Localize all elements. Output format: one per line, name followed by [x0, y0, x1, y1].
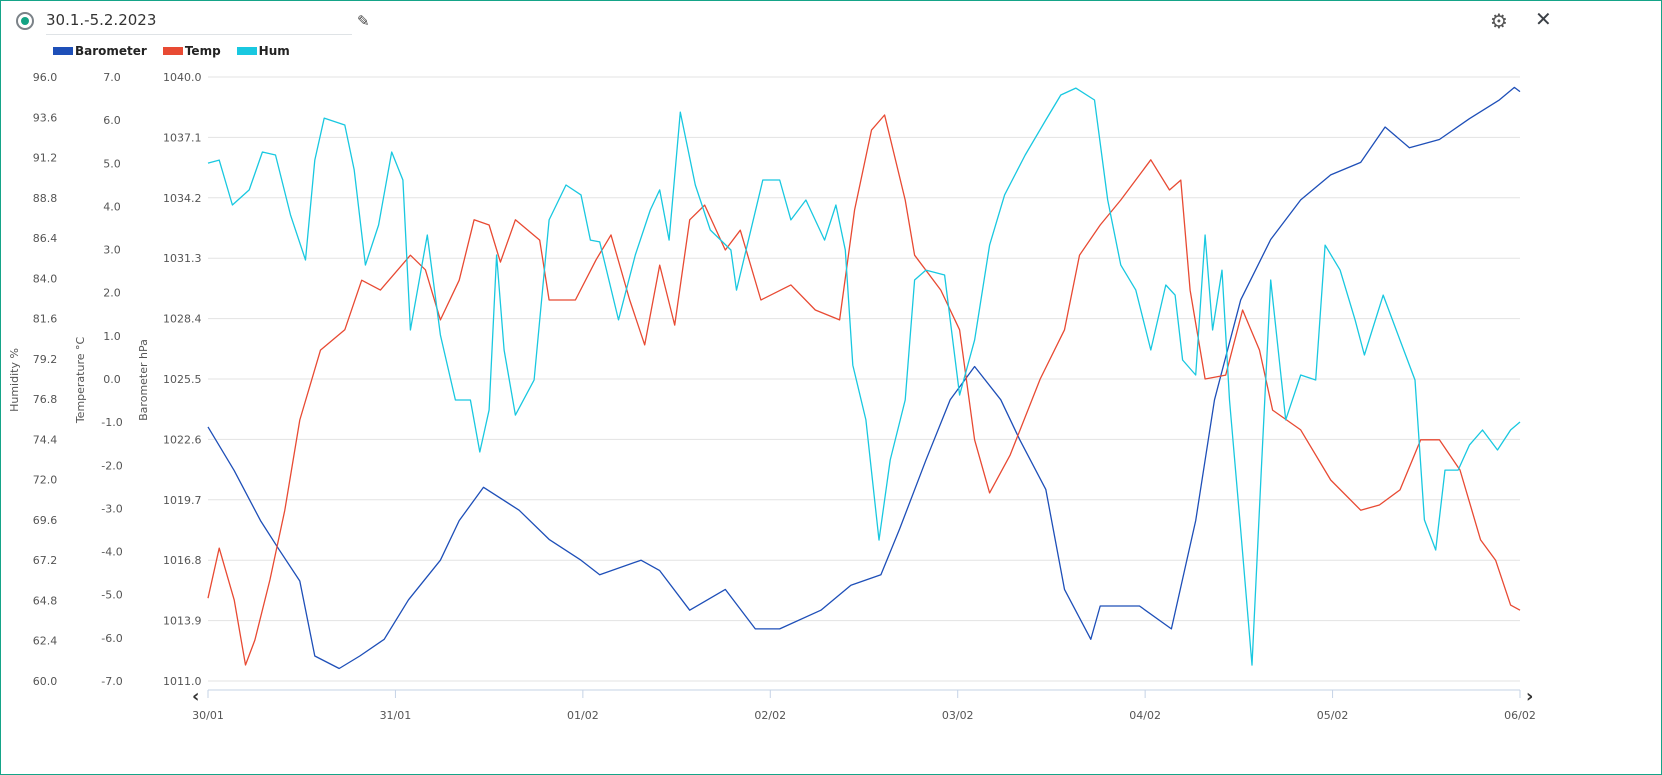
temp-tick-label: 4.0 [103, 200, 121, 213]
x-tick-label: 05/02 [1317, 709, 1349, 722]
baro-tick-label: 1022.6 [163, 433, 202, 446]
chart-title[interactable]: 30.1.-5.2.2023 [46, 11, 157, 29]
legend-label: Barometer [75, 44, 147, 58]
temp-tick-label: 0.0 [103, 373, 121, 386]
series-line-hum [207, 87, 1521, 666]
temp-tick-label: 5.0 [103, 157, 121, 170]
x-tick-label: 02/02 [754, 709, 786, 722]
baro-tick-label: 1011.0 [163, 675, 202, 688]
baro-tick-label: 1013.9 [163, 615, 202, 628]
baro-tick-label: 1040.0 [163, 71, 202, 84]
hum-tick-label: 79.2 [33, 353, 58, 366]
temp-tick-label: 3.0 [103, 244, 121, 257]
hum-tick-label: 64.8 [33, 594, 58, 607]
hum-tick-label: 96.0 [33, 71, 58, 84]
hum-tick-label: 84.0 [33, 272, 58, 285]
scroll-right-button[interactable]: › [1526, 686, 1533, 707]
scroll-left-button[interactable]: ‹ [192, 686, 199, 707]
legend-item-temp[interactable]: Temp [162, 44, 221, 58]
baro-tick-label: 1025.5 [163, 373, 202, 386]
temp-tick-label: 1.0 [103, 330, 121, 343]
baro-tick-label: 1031.3 [163, 252, 202, 265]
baro-tick-label: 1037.1 [163, 131, 202, 144]
hum-tick-label: 60.0 [33, 675, 58, 688]
temp-tick-label: 6.0 [103, 114, 121, 127]
temp-tick-label: -3.0 [101, 502, 122, 515]
temp-tick-label: 7.0 [103, 71, 121, 84]
temp-tick-label: -4.0 [101, 546, 122, 559]
baro-tick-label: 1034.2 [163, 192, 202, 205]
temp-tick-label: -1.0 [101, 416, 122, 429]
hum-tick-label: 91.2 [33, 152, 58, 165]
hum-axis-title: Humidity % [8, 348, 21, 412]
hum-tick-label: 81.6 [33, 313, 58, 326]
hum-tick-label: 62.4 [33, 635, 58, 648]
hum-tick-label: 93.6 [33, 111, 58, 124]
temp-axis-title: Temperature °C [74, 337, 87, 425]
gear-icon[interactable]: ⚙ [1490, 9, 1508, 33]
baro-tick-label: 1028.4 [163, 313, 202, 326]
series-line-barometer [207, 86, 1521, 670]
hum-tick-label: 88.8 [33, 192, 58, 205]
hum-tick-label: 67.2 [33, 554, 58, 567]
temp-tick-label: -2.0 [101, 459, 122, 472]
x-tick-label: 01/02 [567, 709, 599, 722]
legend-item-barometer[interactable]: Barometer [53, 44, 147, 58]
baro-tick-label: 1016.8 [163, 554, 202, 567]
pencil-icon[interactable]: ✎ [357, 12, 370, 30]
legend-swatch [53, 47, 73, 55]
x-tick-label: 30/01 [192, 709, 224, 722]
radio-selected-icon[interactable] [16, 12, 34, 30]
temp-tick-label: -5.0 [101, 589, 122, 602]
legend-item-hum[interactable]: Hum [236, 44, 290, 58]
temp-tick-label: -7.0 [101, 675, 122, 688]
hum-tick-label: 69.6 [33, 514, 58, 527]
close-icon[interactable]: ✕ [1535, 7, 1552, 31]
series-line-temp [207, 114, 1521, 666]
baro-axis-title: Barometer hPa [137, 339, 150, 421]
x-tick-label: 31/01 [380, 709, 412, 722]
x-tick-label: 04/02 [1129, 709, 1161, 722]
temp-tick-label: 2.0 [103, 287, 121, 300]
x-tick-label: 06/02 [1504, 709, 1536, 722]
hum-tick-label: 76.8 [33, 393, 58, 406]
legend: Barometer Temp Hum [53, 44, 290, 58]
temp-tick-label: -6.0 [101, 632, 122, 645]
hum-tick-label: 86.4 [33, 232, 58, 245]
baro-tick-label: 1019.7 [163, 494, 202, 507]
legend-label: Hum [258, 44, 290, 58]
title-underline [46, 34, 352, 35]
legend-swatch [236, 47, 257, 55]
legend-swatch [162, 47, 183, 55]
hum-tick-label: 74.4 [33, 433, 58, 446]
hum-tick-label: 72.0 [33, 474, 58, 487]
legend-label: Temp [184, 44, 221, 58]
x-tick-label: 03/02 [942, 709, 974, 722]
